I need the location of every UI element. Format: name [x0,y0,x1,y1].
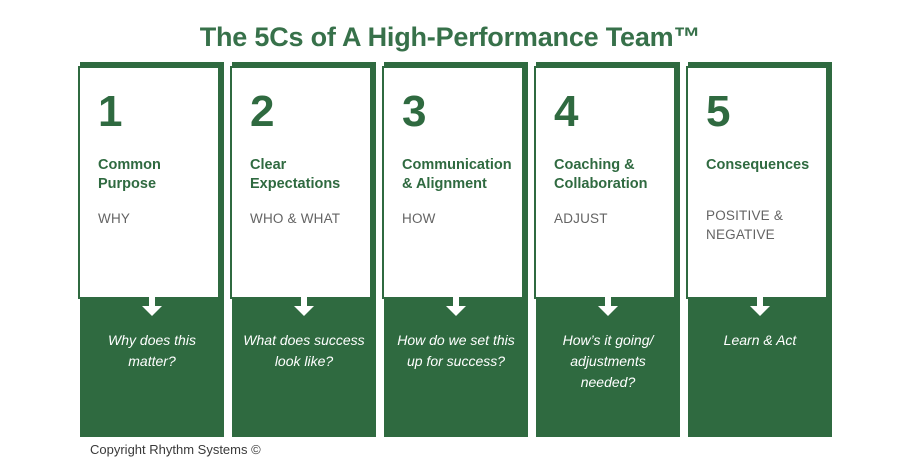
columns-container: 1 Common Purpose WHY Why does this matte… [78,62,832,437]
card-2: 2 Clear Expectations WHO & WHAT [230,66,372,299]
column-2: 2 Clear Expectations WHO & WHAT What doe… [230,62,376,437]
column-caption: What does success look like? [243,332,365,369]
column-1: 1 Common Purpose WHY Why does this matte… [78,62,224,437]
card-keyword: WHY [98,211,131,227]
arrow-down-icon [142,295,162,316]
card-name: Consequences [706,157,810,173]
column-caption: Learn & Act [723,332,797,348]
card-name: Common Purpose [98,157,161,193]
column-caption: How do we set this up for success? [397,332,515,369]
arrow-down-icon [294,295,314,316]
card-3: 3 Communication & Alignment HOW [382,66,524,299]
card-number: 5 [706,87,731,136]
card-number: 1 [98,87,123,136]
card-number: 3 [402,87,427,136]
arrow-down-icon [446,295,466,316]
card-5: 5 Consequences POSITIVE & NEGATIVE [686,66,828,299]
card-number: 2 [250,87,275,136]
card-number: 4 [554,87,579,136]
page-title: The 5Cs of A High-Performance Team™ [199,22,701,52]
card-name: Clear Expectations [250,157,341,193]
copyright-notice: Copyright Rhythm Systems © [90,442,261,457]
card-1: 1 Common Purpose WHY [78,66,220,299]
column-caption: How’s it going/ adjustments needed? [562,332,654,390]
column-4: 4 Coaching & Collaboration ADJUST How’s … [534,62,680,437]
card-keyword: ADJUST [554,211,608,227]
column-caption: Why does this matter? [108,332,196,369]
arrow-down-icon [598,295,618,316]
card-4: 4 Coaching & Collaboration ADJUST [534,66,676,299]
card-keyword: HOW [402,211,436,227]
card-name: Coaching & Collaboration [554,157,648,193]
column-5: 5 Consequences POSITIVE & NEGATIVE Learn… [686,62,832,437]
column-3: 3 Communication & Alignment HOW How do w… [382,62,528,437]
card-keyword: WHO & WHAT [250,211,341,227]
card-name: Communication & Alignment [402,157,512,193]
arrow-down-icon [750,295,770,316]
card-keyword: POSITIVE & NEGATIVE [706,208,784,242]
